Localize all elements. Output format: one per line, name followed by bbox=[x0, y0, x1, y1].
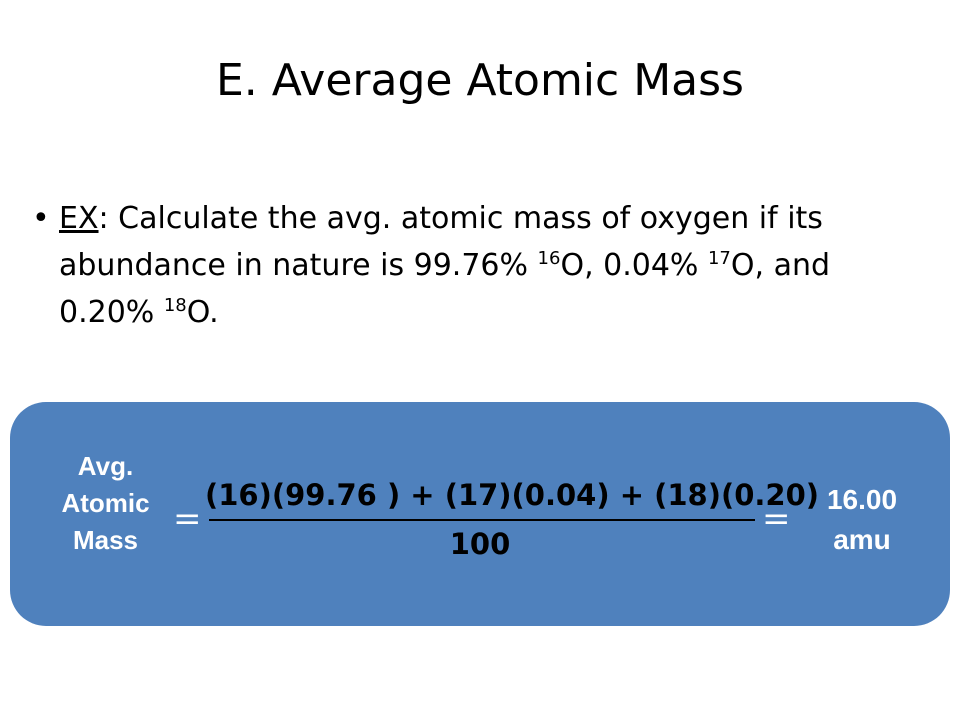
label-line-1: Avg. bbox=[77, 451, 134, 481]
equals-sign-left: = bbox=[173, 499, 202, 539]
bullet-text: EX: Calculate the avg. atomic mass of ox… bbox=[45, 195, 932, 336]
fraction-denominator: 100 bbox=[449, 527, 511, 561]
formula-panel: Avg. Atomic Mass = (16)(99.76 ) + (17)(0… bbox=[10, 402, 950, 626]
bullet-text-part-1: : Calculate the avg. atomic mass of oxyg… bbox=[59, 201, 823, 283]
bullet-marker: • bbox=[32, 201, 50, 236]
example-label: EX bbox=[59, 201, 99, 236]
bullet-text-part-2: O, 0.04% bbox=[560, 248, 708, 283]
bullet-text-part-3: O, and 0.20% bbox=[59, 248, 831, 330]
result-unit: amu bbox=[833, 524, 891, 555]
result-value: 16.00 amu bbox=[792, 480, 932, 560]
result-number: 16.00 bbox=[826, 484, 898, 515]
fraction-bar bbox=[209, 519, 755, 521]
isotope-18-superscript: 18 bbox=[163, 295, 187, 316]
bullet-item: • EX: Calculate the avg. atomic mass of … bbox=[32, 195, 932, 336]
label-line-2: Atomic bbox=[61, 488, 150, 518]
equals-sign-right: = bbox=[762, 499, 791, 539]
isotope-16-superscript: 16 bbox=[537, 248, 561, 269]
slide-title: E. Average Atomic Mass bbox=[216, 55, 744, 106]
bullet-text-part-4: O. bbox=[186, 295, 219, 330]
isotope-17-superscript: 17 bbox=[707, 248, 731, 269]
label-line-3: Mass bbox=[72, 525, 139, 555]
avg-atomic-mass-label: Avg. Atomic Mass bbox=[28, 448, 183, 559]
fraction-numerator: (16)(99.76 ) + (17)(0.04) + (18)(0.20) bbox=[205, 478, 820, 512]
